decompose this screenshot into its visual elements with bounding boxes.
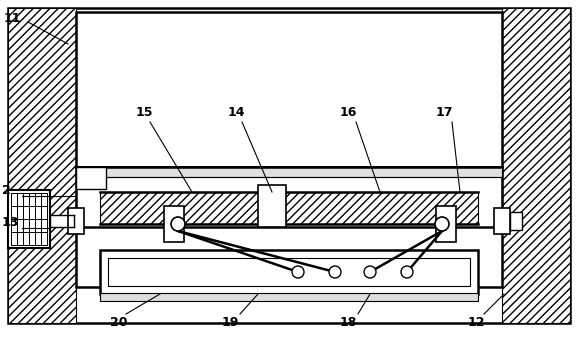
Circle shape — [364, 266, 376, 278]
Circle shape — [171, 217, 185, 231]
Circle shape — [329, 266, 341, 278]
Text: 19: 19 — [222, 316, 239, 330]
Text: 12: 12 — [468, 316, 486, 330]
Text: 11: 11 — [4, 12, 21, 26]
Bar — [258, 185, 286, 227]
Text: 18: 18 — [340, 316, 357, 330]
Circle shape — [292, 266, 304, 278]
Bar — [76, 167, 502, 177]
Text: 17: 17 — [436, 106, 454, 120]
Bar — [50, 215, 68, 227]
Bar — [76, 167, 106, 189]
Bar — [436, 206, 456, 242]
Circle shape — [401, 266, 413, 278]
Bar — [8, 8, 76, 323]
Bar — [68, 208, 84, 234]
Text: 13: 13 — [2, 216, 20, 229]
Bar — [8, 190, 50, 248]
Text: 20: 20 — [110, 316, 128, 330]
Text: 15: 15 — [136, 106, 154, 120]
Bar — [108, 258, 470, 286]
Bar — [100, 293, 478, 301]
Bar — [510, 212, 522, 230]
Bar — [76, 12, 502, 167]
Bar — [76, 167, 502, 287]
Bar — [494, 208, 510, 234]
Bar — [164, 206, 184, 242]
Bar — [100, 250, 478, 294]
Text: 2: 2 — [2, 184, 11, 197]
Circle shape — [435, 217, 449, 231]
Bar — [502, 8, 570, 323]
Bar — [100, 192, 478, 224]
Text: 16: 16 — [340, 106, 357, 120]
Bar — [76, 167, 502, 227]
Text: 14: 14 — [228, 106, 246, 120]
